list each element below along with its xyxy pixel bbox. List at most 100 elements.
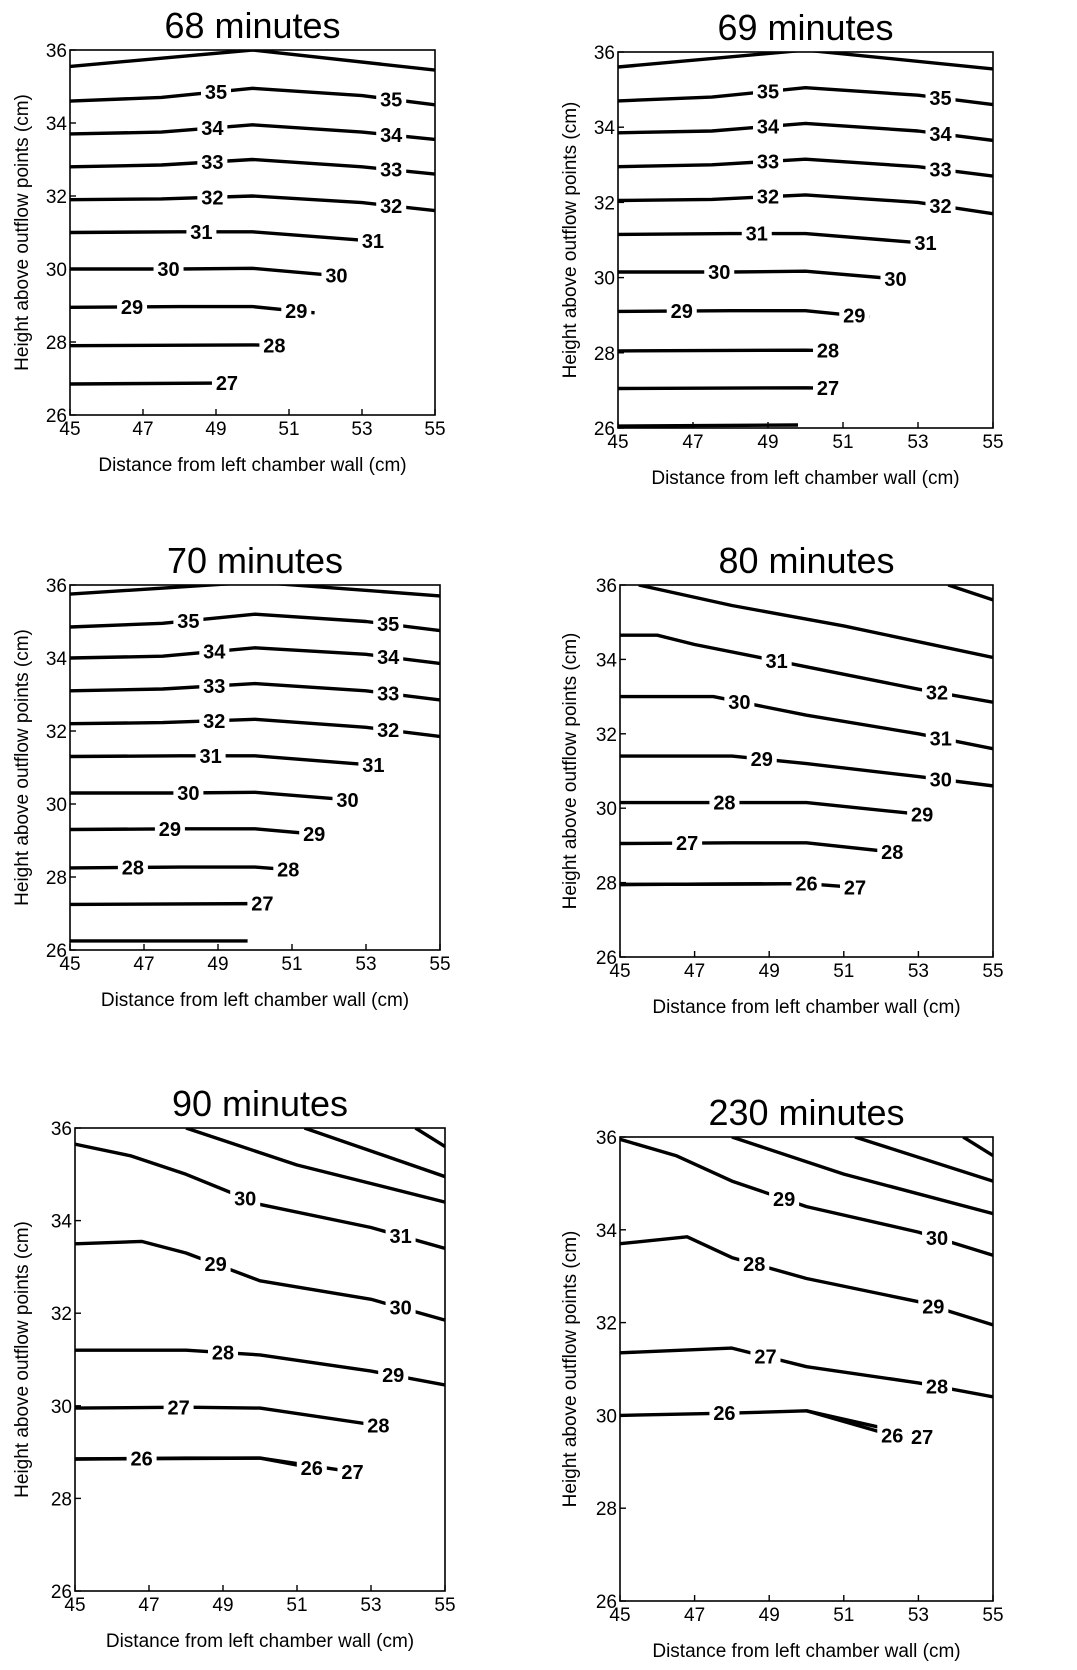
contour-label: 31 xyxy=(199,746,221,768)
contour-label-bg xyxy=(332,787,363,812)
contour-label-bg xyxy=(373,645,404,670)
y-tick-label: 28 xyxy=(596,874,617,895)
y-tick-label: 34 xyxy=(594,118,616,139)
contour-label-bg xyxy=(761,648,792,673)
contour-label-bg xyxy=(925,767,956,792)
plot-frame xyxy=(74,1127,446,1592)
y-tick-label: 28 xyxy=(596,1499,617,1520)
contour-line xyxy=(638,585,993,660)
contour-label-bg xyxy=(373,681,404,706)
y-tick-label: 26 xyxy=(596,948,617,969)
contour-label: 32 xyxy=(201,187,223,209)
x-axis-label: Distance from left chamber wall (cm) xyxy=(98,455,406,476)
contour-label-bg xyxy=(163,1395,194,1420)
contour-label: 30 xyxy=(389,1298,411,1320)
contour-label: 34 xyxy=(377,647,400,669)
contour-line xyxy=(620,882,807,887)
y-tick-label: 34 xyxy=(46,649,68,670)
contour-line xyxy=(620,841,900,855)
contour-line xyxy=(303,1128,445,1179)
contour-label-bg xyxy=(376,87,407,112)
y-tick-label: 30 xyxy=(51,1397,72,1418)
contour-label: 28 xyxy=(122,857,144,879)
x-tick-label: 55 xyxy=(982,961,1003,982)
x-tick-label: 45 xyxy=(609,1605,630,1626)
x-tick-label: 53 xyxy=(908,1605,929,1626)
contour-label-bg xyxy=(200,1252,231,1277)
contour-label-bg xyxy=(385,1223,416,1248)
y-axis-label: Height above outflow points (cm) xyxy=(560,102,581,379)
contour-label: 27 xyxy=(216,373,238,395)
contour-label-bg xyxy=(197,149,228,174)
contour-label: 28 xyxy=(277,860,299,882)
y-tick-label: 36 xyxy=(46,41,67,62)
y-axis-label: Height above outflow points (cm) xyxy=(12,1221,33,1498)
contour-line xyxy=(618,309,870,319)
contour-line xyxy=(70,827,326,837)
x-tick-label: 55 xyxy=(429,954,450,975)
contour-label: 26 xyxy=(795,874,817,896)
contour-label-bg xyxy=(753,184,783,209)
y-axis-label: Height above outflow points (cm) xyxy=(560,1231,581,1508)
contour-label-bg xyxy=(321,263,352,288)
contour-label-bg xyxy=(376,123,407,148)
contour-label: 33 xyxy=(377,684,399,706)
y-tick-label: 26 xyxy=(596,1592,617,1613)
contour-label-bg xyxy=(173,608,204,633)
chart-svg: 230 minutes 45 47 49 51 53 55 26 28 30 32 34 36 Dista… xyxy=(560,1092,1004,1662)
y-tick-label: 32 xyxy=(51,1304,72,1325)
contour-label-bg xyxy=(117,294,148,319)
y-tick-label: 34 xyxy=(596,1221,618,1242)
y-tick-label: 34 xyxy=(596,650,618,671)
contour-label: 27 xyxy=(251,894,273,916)
contour-label-bg xyxy=(813,338,843,363)
x-tick-label: 49 xyxy=(212,1595,233,1616)
contour-label-bg xyxy=(877,1423,908,1448)
y-tick-label: 36 xyxy=(594,43,615,64)
y-tick-label: 26 xyxy=(51,1582,72,1603)
y-axis-label: Height above outflow points (cm) xyxy=(12,94,33,371)
y-tick-label: 28 xyxy=(46,868,67,889)
x-axis-label: Distance from left chamber wall (cm) xyxy=(101,990,409,1011)
contour-label-bg xyxy=(173,780,204,805)
contour-label: 30 xyxy=(884,269,906,291)
contour-label: 31 xyxy=(914,233,936,255)
x-tick-label: 53 xyxy=(355,954,376,975)
y-tick-label: 32 xyxy=(596,1314,617,1335)
contour-label-bg xyxy=(197,116,228,141)
contour-label-bg xyxy=(925,121,956,146)
contour-line xyxy=(618,231,934,246)
contour-label-bg xyxy=(704,259,735,284)
contour-label: 30 xyxy=(325,266,347,288)
contour-line xyxy=(70,230,381,244)
contour-label: 33 xyxy=(380,160,402,182)
contour-label-bg xyxy=(791,871,822,896)
x-tick-label: 55 xyxy=(982,1605,1003,1626)
contour-label: 35 xyxy=(929,88,951,110)
x-tick-label: 47 xyxy=(132,419,153,440)
contour-label: 28 xyxy=(881,842,903,864)
contour-label: 26 xyxy=(881,1425,903,1447)
contour-label: 29 xyxy=(159,819,181,841)
contour-label-bg xyxy=(922,1374,953,1399)
contour-label-bg xyxy=(376,193,407,218)
contour-label: 32 xyxy=(929,196,951,218)
contour-label: 34 xyxy=(757,116,780,138)
x-tick-label: 45 xyxy=(607,432,628,453)
contour-line xyxy=(75,1405,387,1429)
chart-title: 80 minutes xyxy=(718,540,894,581)
contour-label: 29 xyxy=(285,301,307,323)
contour-line xyxy=(854,1137,993,1183)
chart-68-minutes: 68 minutes 45 47 49 51 53 55 26 28 30 32 34 36 Distan… xyxy=(0,0,520,500)
contour-label-bg xyxy=(839,875,870,900)
contour-label: 29 xyxy=(382,1365,404,1387)
x-tick-label: 51 xyxy=(278,419,299,440)
contour-label-bg xyxy=(925,726,956,751)
contour-label: 31 xyxy=(362,755,384,777)
contour-label-bg xyxy=(296,1455,327,1480)
contour-label-bg xyxy=(839,303,870,328)
contour-label-bg xyxy=(230,1186,261,1211)
contour-label: 29 xyxy=(204,1254,226,1276)
contour-label: 30 xyxy=(157,259,179,281)
contour-label: 30 xyxy=(177,783,199,805)
